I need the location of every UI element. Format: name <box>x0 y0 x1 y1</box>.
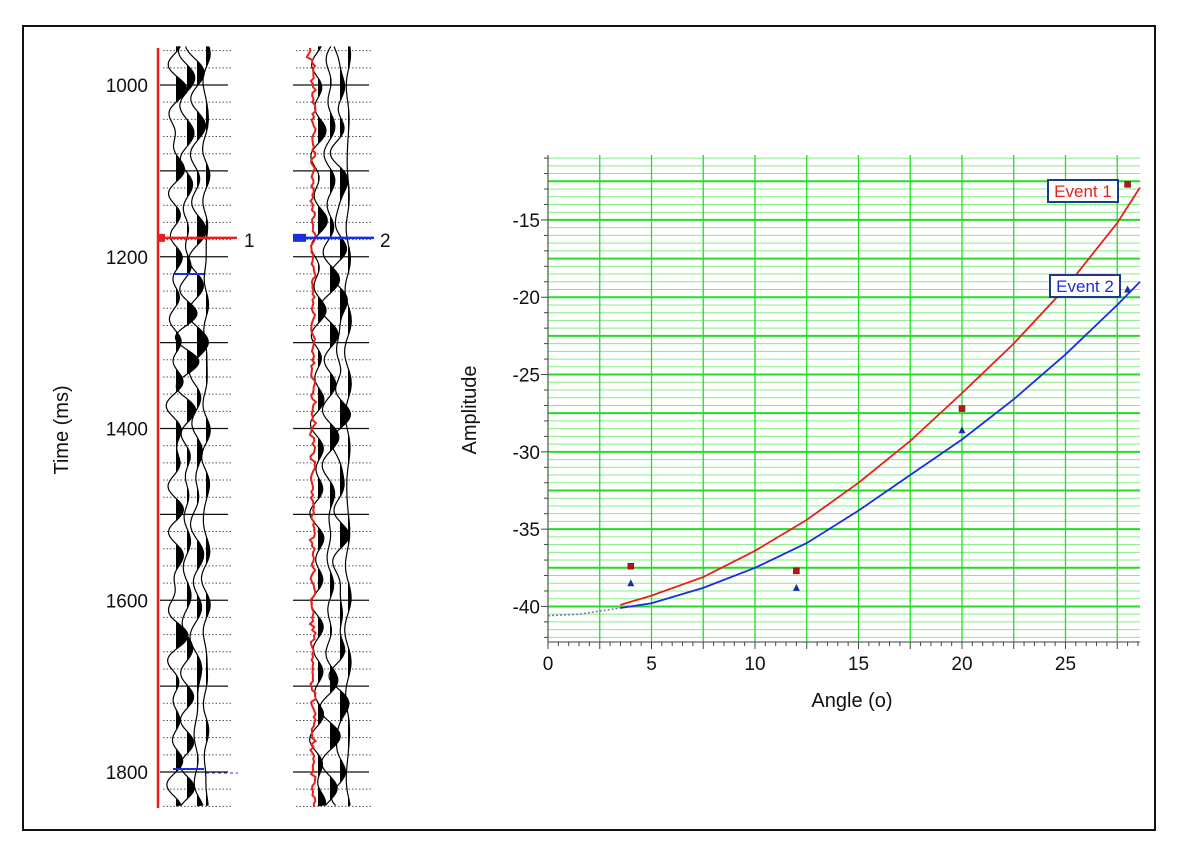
seismic-y-axis-label: Time (ms) <box>51 385 73 474</box>
data-point-event-1 <box>627 562 635 570</box>
figure-frame <box>22 25 1156 831</box>
seismic-trace <box>309 46 328 806</box>
data-point-event-2 <box>627 579 635 587</box>
seismic-panel-1 <box>160 46 232 807</box>
data-point-event-2 <box>1124 285 1132 293</box>
x-tick-label: 20 <box>951 654 972 675</box>
series-label-event-1: Event 1 <box>1054 182 1112 201</box>
avo-chart: 0 5 10 15 20 25 -15 -20 -25 -30 -35 -40 Event 1 Event… <box>513 155 1141 675</box>
data-point-event-2 <box>958 426 966 434</box>
x-tick-label: 15 <box>848 654 869 675</box>
data-point-event-1 <box>958 405 966 412</box>
y-tick-label: -25 <box>513 366 540 387</box>
y-tick-label: -35 <box>513 520 540 541</box>
trace-fill <box>187 46 199 807</box>
y-tick-label: -30 <box>513 443 540 464</box>
series-label-box <box>1049 274 1121 298</box>
x-tick-label: 10 <box>744 654 765 675</box>
panel2-red-log-line <box>305 47 318 808</box>
time-tick-label: 1400 <box>106 420 148 441</box>
seismic-trace <box>328 46 352 806</box>
time-tick-label: 1800 <box>106 763 148 784</box>
event-2-label: 2 <box>380 231 391 252</box>
seismic-trace <box>174 46 200 806</box>
series-label-event-2: Event 2 <box>1056 277 1114 296</box>
y-tick-label: -15 <box>513 211 540 232</box>
data-point-event-1 <box>1124 181 1131 188</box>
trace-fill <box>197 46 209 807</box>
chart-y-axis-label: Amplitude <box>459 366 481 455</box>
seismic-trace <box>319 46 341 806</box>
x-tick-label: 25 <box>1055 654 1076 675</box>
x-tick-label: 5 <box>646 654 657 675</box>
fit-curve-event-2 <box>620 281 1141 609</box>
trace-fill <box>318 46 328 807</box>
time-tick-label: 1600 <box>106 591 148 612</box>
x-tick-label: 0 <box>543 654 554 675</box>
data-point-event-2 <box>792 583 800 591</box>
seismic-panels: 1000 1200 1400 1600 1800 1 2 <box>106 46 391 808</box>
trace-fill <box>330 46 341 807</box>
series-label-box <box>1047 179 1119 203</box>
y-tick-label: -20 <box>513 288 540 309</box>
y-tick-label: -40 <box>513 597 540 618</box>
data-point-event-1 <box>793 567 800 575</box>
time-tick-label: 1000 <box>106 76 148 97</box>
seismic-trace <box>200 46 211 806</box>
seismic-trace <box>185 46 209 806</box>
seismic-trace <box>343 46 352 806</box>
chart-x-axis-label: Angle (o) <box>811 690 892 712</box>
time-tick-label: 1200 <box>106 248 148 269</box>
event-1-label: 1 <box>244 231 255 252</box>
trace-fill <box>176 46 188 807</box>
trace-fill <box>348 46 352 807</box>
seismic-panel-2 <box>293 46 373 807</box>
seismic-trace <box>165 46 189 806</box>
plot-area <box>548 155 1140 642</box>
